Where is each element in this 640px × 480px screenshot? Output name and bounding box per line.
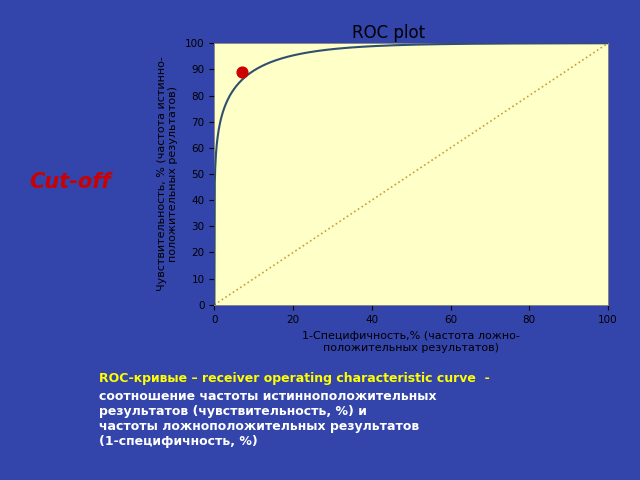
X-axis label: 1-Специфичность,% (частота ложно-
положительных результатов): 1-Специфичность,% (частота ложно- положи… — [302, 332, 520, 353]
Text: соотношение частоты истинноположительных
результатов (чувствительность, %) и
час: соотношение частоты истинноположительных… — [99, 390, 437, 448]
Point — [237, 68, 247, 76]
Y-axis label: Чувствительность, % (частота истинно-
положительных результатов): Чувствительность, % (частота истинно- по… — [157, 57, 178, 291]
Text: ROC-кривые – receiver operating characteristic curve  -: ROC-кривые – receiver operating characte… — [99, 372, 490, 385]
Text: Cut-off: Cut-off — [29, 172, 111, 192]
Text: ROC plot: ROC plot — [352, 24, 426, 42]
